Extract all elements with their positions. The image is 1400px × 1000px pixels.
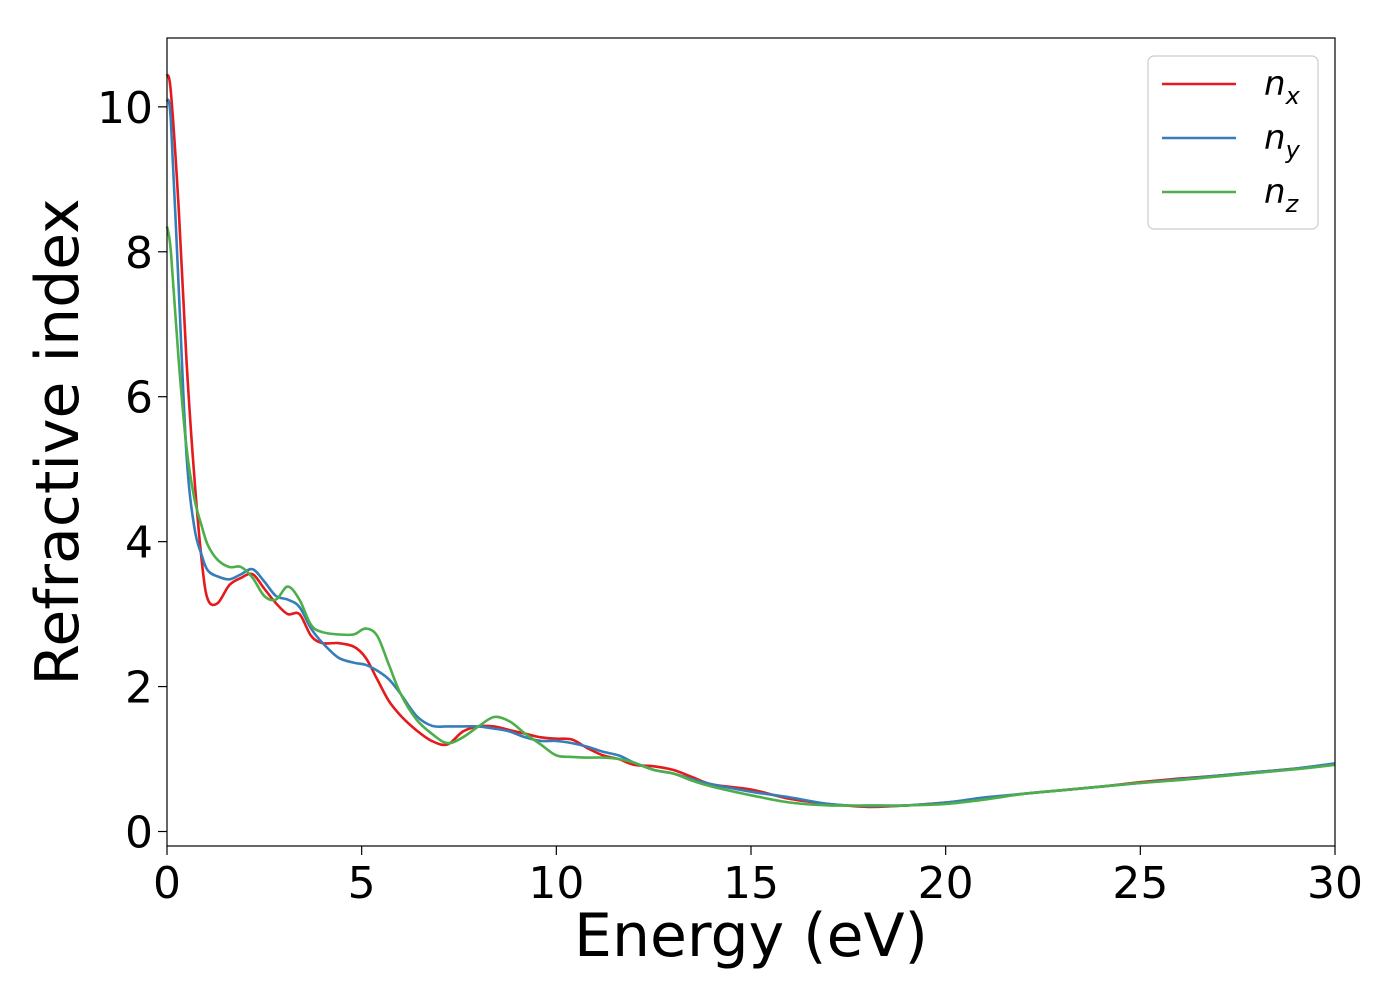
y-tick-label: 4 (125, 518, 153, 569)
series-line-nz (165, 226, 1336, 807)
y-tick-label: 2 (125, 663, 153, 714)
y-tick-label: 0 (125, 808, 153, 859)
legend-label-ny: ny (1264, 118, 1301, 164)
legend: nx ny nz (1147, 55, 1319, 230)
x-tick-label: 10 (528, 858, 584, 909)
series-line-ny (165, 98, 1336, 808)
y-tick-label: 10 (97, 83, 153, 134)
plot-background (167, 38, 1335, 846)
x-tick-label: 25 (1112, 858, 1168, 909)
legend-box (1147, 55, 1319, 230)
x-tick-label: 0 (153, 858, 181, 909)
x-tick-label: 15 (723, 858, 779, 909)
y-tick-label: 8 (125, 228, 153, 279)
x-axis-ticks: 0 5 10 15 20 25 30 (153, 846, 1363, 909)
x-axis-label: Energy (eV) (574, 901, 928, 971)
x-tick-label: 20 (918, 858, 974, 909)
y-axis-ticks: 0 2 4 6 8 10 (97, 83, 167, 859)
x-tick-label: 30 (1307, 858, 1363, 909)
y-tick-label: 6 (125, 373, 153, 424)
legend-label-nz: nz (1264, 172, 1300, 218)
x-tick-label: 5 (348, 858, 376, 909)
legend-label-nx: nx (1264, 64, 1301, 110)
y-axis-label: Refractive index (23, 198, 93, 685)
series-lines (165, 73, 1336, 809)
